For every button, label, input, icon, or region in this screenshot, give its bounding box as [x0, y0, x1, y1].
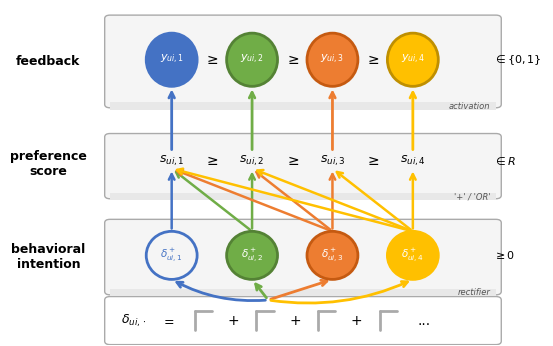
Text: $=$: $=$: [161, 314, 175, 327]
Text: $\geq 0$: $\geq 0$: [493, 249, 515, 261]
Text: behavioral
intention: behavioral intention: [11, 243, 86, 271]
Text: preference
score: preference score: [10, 151, 87, 179]
FancyBboxPatch shape: [105, 134, 501, 199]
Text: $\geq$: $\geq$: [285, 53, 300, 67]
Ellipse shape: [388, 33, 439, 86]
FancyBboxPatch shape: [110, 193, 496, 200]
Text: $\geq$: $\geq$: [285, 154, 300, 168]
Text: $\delta_{ui,\cdot}$: $\delta_{ui,\cdot}$: [121, 312, 147, 329]
Text: $\geq$: $\geq$: [365, 154, 380, 168]
Text: $\geq$: $\geq$: [205, 53, 220, 67]
Text: $s_{ui,3}$: $s_{ui,3}$: [320, 154, 346, 168]
Text: ...: ...: [417, 313, 430, 328]
Text: $\in R$: $\in R$: [493, 155, 516, 167]
Text: '+' / 'OR': '+' / 'OR': [454, 192, 491, 201]
Text: $y_{ui,4}$: $y_{ui,4}$: [400, 53, 425, 66]
Text: $s_{ui,2}$: $s_{ui,2}$: [239, 154, 265, 168]
Text: $\delta^+_{ui,4}$: $\delta^+_{ui,4}$: [401, 247, 424, 264]
Text: $\delta^+_{ui,2}$: $\delta^+_{ui,2}$: [241, 247, 263, 264]
Ellipse shape: [146, 33, 197, 86]
Text: $\geq$: $\geq$: [205, 154, 220, 168]
Text: $\geq$: $\geq$: [365, 53, 380, 67]
Text: +: +: [227, 313, 239, 328]
Text: $s_{ui,4}$: $s_{ui,4}$: [400, 154, 426, 168]
Ellipse shape: [227, 231, 278, 280]
Text: $s_{ui,1}$: $s_{ui,1}$: [159, 154, 185, 168]
FancyBboxPatch shape: [105, 219, 501, 295]
Text: rectifier: rectifier: [458, 288, 491, 297]
FancyBboxPatch shape: [110, 102, 496, 109]
Text: $\delta^+_{ui,3}$: $\delta^+_{ui,3}$: [321, 247, 344, 264]
Text: $y_{ui,3}$: $y_{ui,3}$: [320, 53, 345, 66]
FancyBboxPatch shape: [105, 15, 501, 108]
Text: feedback: feedback: [16, 55, 81, 68]
Text: activation: activation: [449, 102, 491, 111]
Text: $\delta^+_{ui,1}$: $\delta^+_{ui,1}$: [160, 247, 183, 264]
Text: $y_{ui,1}$: $y_{ui,1}$: [160, 53, 184, 66]
FancyBboxPatch shape: [110, 289, 496, 295]
Text: $y_{ui,2}$: $y_{ui,2}$: [240, 53, 264, 66]
Text: +: +: [351, 313, 362, 328]
Ellipse shape: [307, 231, 358, 280]
Text: $\in \{0, 1\}$: $\in \{0, 1\}$: [493, 53, 542, 67]
FancyBboxPatch shape: [105, 297, 501, 345]
Ellipse shape: [388, 231, 439, 280]
Ellipse shape: [227, 33, 278, 86]
Text: +: +: [289, 313, 301, 328]
Ellipse shape: [307, 33, 358, 86]
